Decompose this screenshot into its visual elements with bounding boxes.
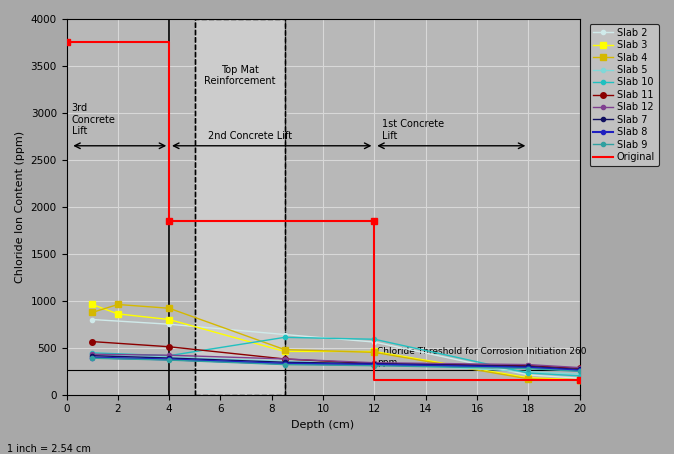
Slab 11 xyxy=(524,363,532,368)
Slab 11 xyxy=(280,356,288,362)
Slab 2 xyxy=(280,332,288,337)
Slab 10 xyxy=(576,373,584,379)
Slab 2 xyxy=(524,372,532,378)
Line: Slab 7: Slab 7 xyxy=(90,354,582,371)
Slab 12 xyxy=(165,352,173,358)
Slab 2 xyxy=(576,375,584,381)
Slab 5 xyxy=(88,351,96,357)
Original xyxy=(576,377,584,382)
Slab 5 xyxy=(165,355,173,360)
Slab 8 xyxy=(370,362,378,367)
Slab 9 xyxy=(280,362,288,367)
Slab 3 xyxy=(524,375,532,380)
Slab 10 xyxy=(370,336,378,342)
Line: Original: Original xyxy=(67,41,580,380)
Slab 7 xyxy=(576,367,584,372)
Slab 11 xyxy=(165,344,173,350)
Original xyxy=(165,39,173,44)
Line: Slab 5: Slab 5 xyxy=(90,352,582,376)
Slab 11 xyxy=(370,361,378,366)
Slab 7 xyxy=(370,361,378,366)
Slab 8 xyxy=(524,365,532,370)
Slab 8 xyxy=(165,357,173,362)
Y-axis label: Chloride Ion Content (ppm): Chloride Ion Content (ppm) xyxy=(15,131,25,283)
Line: Slab 4: Slab 4 xyxy=(90,302,582,383)
Line: Slab 9: Slab 9 xyxy=(90,356,582,374)
Original xyxy=(165,218,173,224)
Slab 10 xyxy=(280,335,288,340)
Slab 7 xyxy=(88,353,96,358)
Slab 12 xyxy=(524,362,532,367)
Slab 3 xyxy=(114,311,122,316)
Slab 4 xyxy=(165,306,173,311)
Slab 12 xyxy=(88,351,96,357)
Line: Slab 11: Slab 11 xyxy=(90,339,582,371)
Slab 10 xyxy=(524,370,532,376)
Slab 8 xyxy=(280,361,288,366)
Slab 5 xyxy=(280,359,288,364)
Slab 10 xyxy=(88,350,96,355)
Original xyxy=(370,218,378,224)
Line: Slab 12: Slab 12 xyxy=(90,352,582,370)
Text: 1 inch = 2.54 cm: 1 inch = 2.54 cm xyxy=(7,444,90,454)
Line: Slab 3: Slab 3 xyxy=(90,302,582,383)
Slab 3 xyxy=(370,349,378,354)
Slab 12 xyxy=(576,365,584,370)
Text: Chloride Threshold for Corrosion Initiation 260
ppm: Chloride Threshold for Corrosion Initiat… xyxy=(377,347,586,366)
Original xyxy=(370,377,378,382)
Slab 4 xyxy=(88,310,96,315)
Slab 9 xyxy=(524,366,532,371)
Slab 9 xyxy=(576,369,584,374)
Slab 4 xyxy=(280,347,288,352)
X-axis label: Depth (cm): Depth (cm) xyxy=(291,420,355,430)
Slab 3 xyxy=(165,317,173,322)
Slab 8 xyxy=(576,368,584,373)
Slab 4 xyxy=(114,302,122,307)
Slab 3 xyxy=(88,302,96,307)
Slab 3 xyxy=(576,377,584,383)
Slab 2 xyxy=(165,321,173,327)
Slab 10 xyxy=(165,353,173,358)
Line: Slab 8: Slab 8 xyxy=(90,355,582,372)
Slab 2 xyxy=(88,317,96,322)
Slab 5 xyxy=(576,371,584,377)
Slab 9 xyxy=(165,357,173,363)
Slab 3 xyxy=(280,349,288,354)
Slab 12 xyxy=(370,360,378,365)
Slab 7 xyxy=(280,360,288,365)
Slab 11 xyxy=(576,365,584,371)
Slab 7 xyxy=(165,355,173,361)
Text: 1st Concrete
Lift: 1st Concrete Lift xyxy=(382,119,444,141)
Slab 11 xyxy=(88,339,96,344)
Legend: Slab 2, Slab 3, Slab 4, Slab 5, Slab 10, Slab 11, Slab 12, Slab 7, Slab 8, Slab : Slab 2, Slab 3, Slab 4, Slab 5, Slab 10,… xyxy=(590,24,659,166)
Line: Slab 2: Slab 2 xyxy=(90,317,582,380)
Bar xyxy=(195,19,284,395)
Slab 4 xyxy=(370,350,378,355)
Slab 12 xyxy=(280,356,288,362)
Slab 4 xyxy=(576,378,584,383)
Slab 9 xyxy=(88,355,96,361)
Line: Slab 10: Slab 10 xyxy=(90,335,582,378)
Original xyxy=(63,39,71,44)
Slab 9 xyxy=(370,363,378,369)
Text: 2nd Concrete Lift: 2nd Concrete Lift xyxy=(208,131,292,141)
Text: 3rd
Concrete
Lift: 3rd Concrete Lift xyxy=(71,103,115,136)
Slab 5 xyxy=(524,369,532,375)
Slab 5 xyxy=(370,361,378,366)
Bar xyxy=(195,19,284,395)
Slab 7 xyxy=(524,364,532,369)
Text: Top Mat
Reinforcement: Top Mat Reinforcement xyxy=(204,64,276,86)
Slab 2 xyxy=(370,339,378,345)
Slab 4 xyxy=(524,376,532,382)
Slab 8 xyxy=(88,355,96,360)
